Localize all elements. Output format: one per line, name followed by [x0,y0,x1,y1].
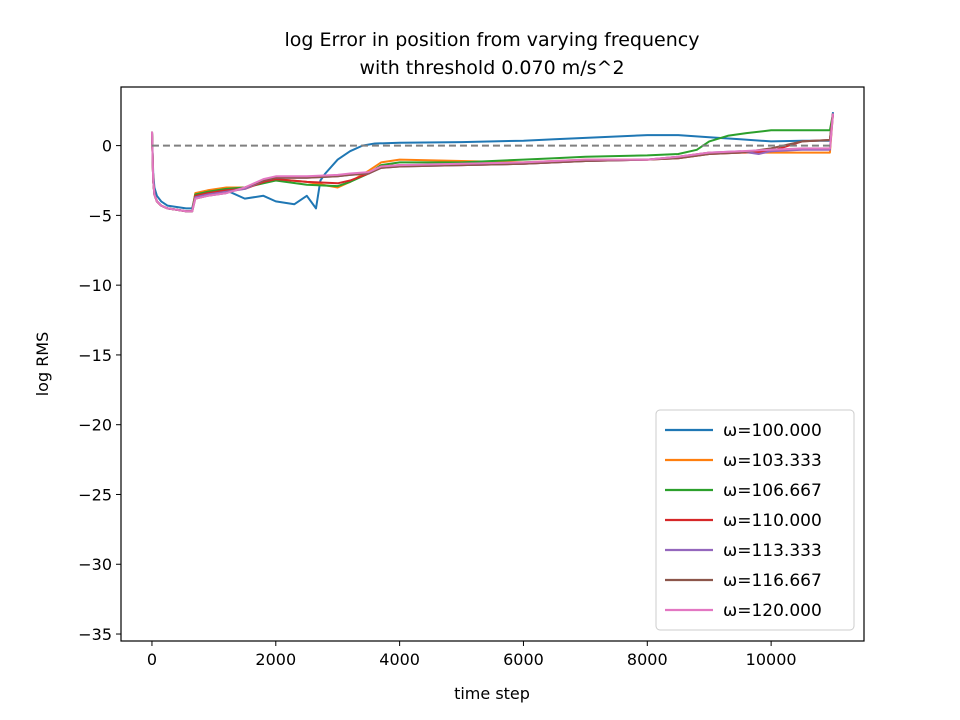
y-tick-label: −5 [88,206,112,225]
series-layer [151,111,834,213]
legend-label: ω=106.667 [723,481,822,501]
y-tick-label: −15 [78,346,112,365]
y-tick-label: −25 [78,485,112,504]
legend-label: ω=116.667 [723,571,822,591]
x-tick-label: 2000 [255,650,296,669]
x-tick-label: 8000 [627,650,668,669]
x-tick-label: 4000 [379,650,420,669]
x-axis-ticks: 0 2000 4000 6000 8000 10000 [147,641,797,669]
chart-subtitle: with threshold 0.070 m/s^2 [359,57,624,79]
y-axis-label: log RMS [33,332,52,397]
x-axis-label: time step [454,684,530,703]
legend-box [655,409,855,631]
plot-frame [120,86,865,642]
y-tick-label: −30 [78,555,112,574]
x-tick-label: 10000 [746,650,797,669]
legend-label: ω=103.333 [723,451,822,471]
y-axis-ticks: 0 −5 −10 −15 −20 −25 −30 −35 [78,137,121,644]
y-tick-label: −20 [78,416,112,435]
series-line-7 [151,113,834,213]
plot-area [120,86,865,642]
y-tick-label: 0 [102,137,112,156]
x-tick-label: 0 [147,650,157,669]
y-tick-label: −10 [78,276,112,295]
chart-title: log Error in position from varying frequ… [285,29,700,51]
series-line-1 [151,111,834,210]
x-tick-label: 6000 [503,650,544,669]
legend-label: ω=120.000 [723,601,822,621]
y-tick-label: −35 [78,625,112,644]
legend-label: ω=113.333 [723,541,822,561]
legend: ω=100.000 ω=103.333 ω=106.667 ω=110.000 ω=11… [655,409,855,631]
legend-label: ω=100.000 [723,421,822,441]
legend-label: ω=110.000 [723,511,822,531]
